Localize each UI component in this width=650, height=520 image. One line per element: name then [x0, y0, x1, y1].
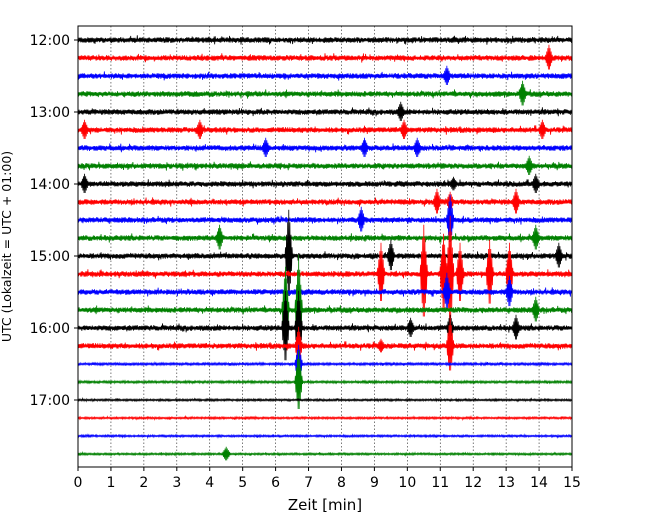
- x-tick-label: 6: [271, 475, 280, 491]
- y-tick-label: 17:00: [30, 393, 70, 409]
- trace-1315: [77, 119, 573, 139]
- y-axis: 12:00 13:00 14:00 15:00 16:00 17:00: [30, 33, 78, 409]
- trace-1715: [77, 414, 573, 421]
- x-tick-label: 12: [464, 475, 482, 491]
- x-tick-label: 11: [431, 475, 449, 491]
- x-tick-label: 5: [238, 475, 247, 491]
- x-tick-label: 15: [563, 475, 581, 491]
- trace-1615: [77, 317, 573, 371]
- x-tick-label: 0: [74, 475, 83, 491]
- trace-1645: [77, 350, 573, 410]
- traces: [77, 35, 573, 461]
- trace-1330: [77, 137, 573, 157]
- x-grid: [110, 26, 540, 467]
- x-tick-label: 9: [370, 475, 379, 491]
- trace-1545: [77, 254, 573, 358]
- trace-1530: [77, 272, 573, 309]
- x-tick-label: 4: [205, 475, 214, 491]
- trace-1200: [77, 35, 573, 45]
- trace-1515: [77, 215, 573, 325]
- x-tick-label: 8: [337, 475, 346, 491]
- plot-frame: [77, 25, 573, 468]
- x-axis-label: Zeit [min]: [288, 496, 362, 514]
- y-tick-label: 15:00: [30, 249, 70, 265]
- x-axis: 0 1 2 3 4 5 6 7 8 9 10 11 12 13 14 15: [74, 467, 581, 491]
- trace-1700: [77, 396, 573, 403]
- x-tick-label: 2: [139, 475, 148, 491]
- trace-1215: [77, 44, 573, 70]
- x-tick-label: 14: [530, 475, 548, 491]
- x-tick-label: 7: [304, 475, 313, 491]
- trace-1300: [77, 101, 573, 121]
- trace-1400: [77, 173, 573, 193]
- x-tick-label: 3: [172, 475, 181, 491]
- x-tick-label: 13: [497, 475, 515, 491]
- trace-1245: [77, 80, 573, 106]
- trace-1345: [77, 155, 573, 175]
- trace-1600: [77, 290, 573, 361]
- x-tick-label: 10: [398, 475, 416, 491]
- trace-1430: [77, 194, 573, 242]
- trace-1745: [77, 446, 573, 461]
- y-tick-label: 12:00: [30, 33, 70, 49]
- y-tick-label: 14:00: [30, 177, 70, 193]
- trace-1500: [77, 209, 573, 296]
- trace-1445: [77, 224, 573, 250]
- trace-1230: [77, 65, 573, 85]
- trace-1730: [77, 433, 573, 440]
- y-tick-label: 16:00: [30, 321, 70, 337]
- y-axis-label: UTC (Lokalzeit = UTC + 01:00): [0, 151, 14, 342]
- trace-1415: [77, 188, 573, 214]
- trace-1630: [77, 344, 573, 381]
- y-tick-label: 13:00: [30, 105, 70, 121]
- x-tick-label: 1: [106, 475, 115, 491]
